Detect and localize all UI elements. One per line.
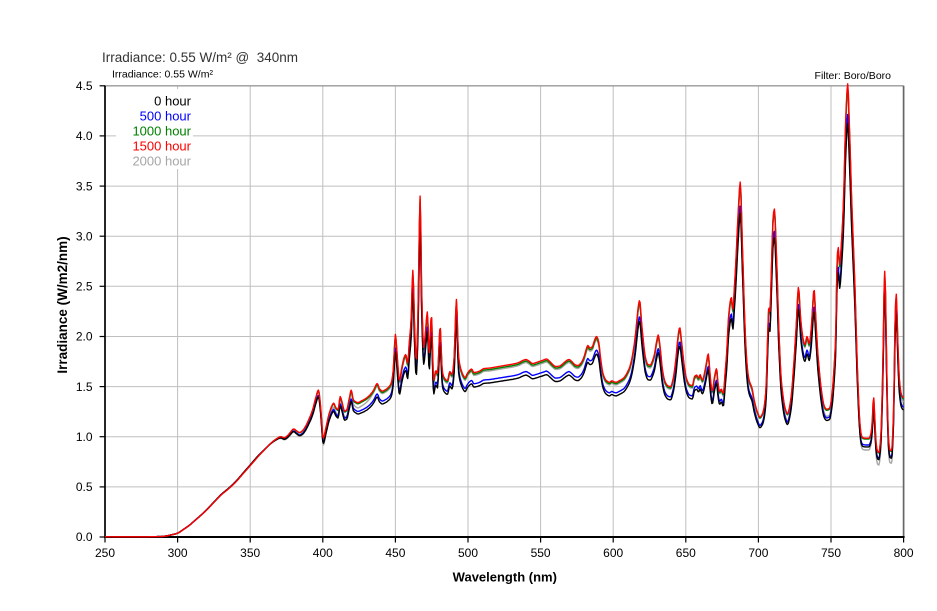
- svg-text:0.0: 0.0: [76, 530, 93, 544]
- svg-text:1.0: 1.0: [76, 430, 93, 444]
- svg-text:4.5: 4.5: [76, 79, 93, 93]
- svg-text:1500 hour: 1500 hour: [132, 139, 191, 154]
- svg-text:0 hour: 0 hour: [154, 94, 192, 109]
- svg-text:0.5: 0.5: [76, 480, 93, 494]
- svg-text:250: 250: [95, 546, 115, 560]
- svg-text:500 hour: 500 hour: [140, 109, 192, 124]
- svg-text:Filter: Boro/Boro: Filter: Boro/Boro: [815, 70, 892, 82]
- svg-text:3.5: 3.5: [76, 179, 93, 193]
- svg-text:650: 650: [676, 546, 696, 560]
- svg-text:2.0: 2.0: [76, 330, 93, 344]
- svg-text:2.5: 2.5: [76, 280, 93, 294]
- svg-text:450: 450: [385, 546, 405, 560]
- svg-text:4.0: 4.0: [76, 129, 93, 143]
- svg-text:600: 600: [603, 546, 623, 560]
- svg-text:300: 300: [168, 546, 188, 560]
- svg-text:750: 750: [821, 546, 841, 560]
- svg-text:800: 800: [894, 546, 914, 560]
- svg-text:Wavelength (nm): Wavelength (nm): [453, 570, 557, 585]
- svg-text:350: 350: [240, 546, 260, 560]
- svg-text:550: 550: [531, 546, 551, 560]
- svg-text:1000 hour: 1000 hour: [132, 124, 191, 139]
- svg-text:Irradiance (W/m2/nm): Irradiance (W/m2/nm): [55, 236, 70, 373]
- svg-text:Irradiance: 0.55 W/m² @ 340nm: Irradiance: 0.55 W/m² @ 340nm: [102, 50, 298, 65]
- svg-text:1.5: 1.5: [76, 380, 93, 394]
- svg-text:3.0: 3.0: [76, 229, 93, 243]
- svg-text:400: 400: [313, 546, 333, 560]
- svg-text:700: 700: [748, 546, 768, 560]
- svg-text:2000 hour: 2000 hour: [132, 154, 191, 169]
- svg-text:Irradiance: 0.55 W/m²: Irradiance: 0.55 W/m²: [112, 69, 213, 81]
- svg-text:500: 500: [458, 546, 478, 560]
